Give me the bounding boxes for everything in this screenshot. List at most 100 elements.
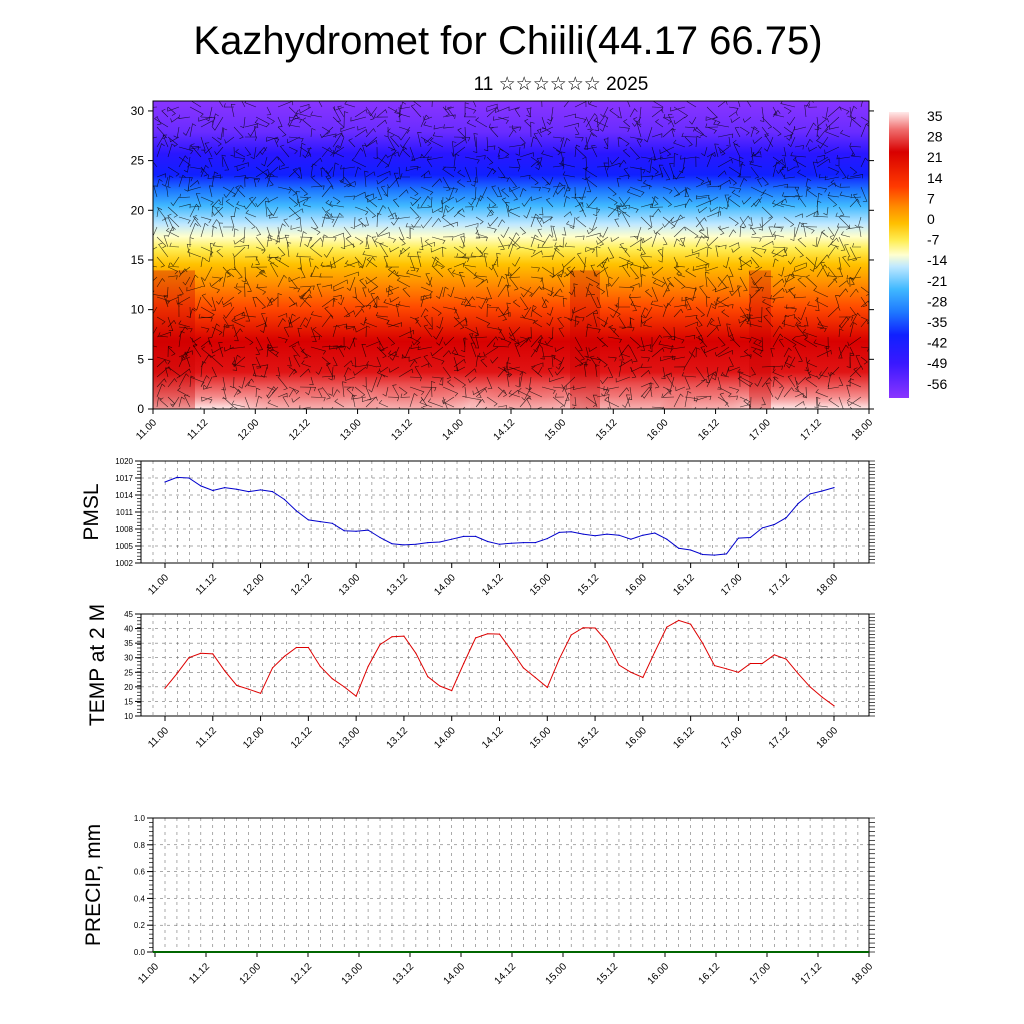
wind-barb bbox=[849, 352, 854, 368]
wind-barb bbox=[585, 133, 595, 148]
y-tick-label: 20 bbox=[124, 683, 133, 692]
wind-barb bbox=[441, 196, 455, 205]
wind-barb bbox=[530, 234, 539, 248]
x-tick-label: 16.12 bbox=[671, 725, 697, 751]
wind-barb bbox=[178, 350, 193, 358]
wind-barb bbox=[420, 363, 430, 368]
wind-barb bbox=[785, 286, 796, 294]
y-tick-label: 25 bbox=[124, 668, 133, 677]
wind-barb bbox=[493, 116, 510, 121]
wind-barb bbox=[783, 216, 795, 227]
wind-barb bbox=[233, 386, 241, 395]
wind-barb bbox=[617, 106, 622, 119]
wind-barb bbox=[732, 139, 741, 148]
wind-barb bbox=[398, 368, 414, 378]
wind-barb bbox=[773, 223, 785, 228]
x-tick-label: 18.00 bbox=[815, 572, 841, 598]
wind-barb bbox=[212, 116, 224, 131]
wind-barb bbox=[555, 186, 565, 195]
wind-barb bbox=[337, 136, 345, 148]
wind-barb bbox=[659, 146, 675, 154]
wind-barb bbox=[807, 301, 818, 308]
wind-barb bbox=[772, 365, 783, 370]
wind-barb bbox=[816, 326, 827, 333]
wind-barb bbox=[223, 186, 235, 199]
wind-barb bbox=[750, 224, 763, 230]
wind-barb bbox=[420, 396, 428, 407]
wind-barb bbox=[728, 276, 734, 292]
wind-barb bbox=[838, 328, 844, 338]
wind-barb bbox=[717, 244, 727, 250]
y-tick-label: 1014 bbox=[115, 491, 133, 500]
wind-barb bbox=[739, 306, 747, 318]
x-tick-label: 11.12 bbox=[187, 961, 212, 986]
wind-barb bbox=[277, 313, 288, 318]
wind-barb bbox=[649, 203, 664, 208]
wind-barb bbox=[592, 394, 598, 408]
y-tick-label: 35 bbox=[124, 639, 133, 648]
series-point bbox=[642, 676, 644, 679]
wind-barb bbox=[537, 243, 554, 249]
wind-barb bbox=[167, 175, 174, 188]
wind-barb bbox=[460, 300, 477, 308]
wind-barb bbox=[432, 264, 444, 278]
wind-barb bbox=[420, 286, 433, 295]
wind-barb bbox=[420, 114, 430, 128]
wind-barb bbox=[201, 266, 213, 282]
wind-barb bbox=[640, 363, 653, 368]
wind-barb bbox=[571, 186, 576, 199]
wind-barb bbox=[695, 126, 705, 137]
wind-barb bbox=[759, 106, 765, 122]
x-tick-label: 17.00 bbox=[719, 572, 745, 598]
wind-barb bbox=[464, 166, 472, 182]
wind-barb bbox=[354, 109, 368, 118]
wind-barb bbox=[224, 136, 235, 144]
wind-barb bbox=[731, 189, 741, 198]
wind-barb bbox=[376, 154, 389, 168]
wind-barb bbox=[673, 304, 688, 309]
wind-barb bbox=[321, 284, 333, 289]
wind-barb bbox=[813, 339, 829, 348]
wind-barb bbox=[235, 283, 246, 288]
wind-barb bbox=[176, 296, 191, 305]
wind-barb bbox=[222, 324, 229, 338]
wind-barb bbox=[209, 243, 215, 258]
wind-barb bbox=[541, 101, 543, 108]
wind-barb bbox=[277, 235, 290, 240]
wind-barb bbox=[301, 117, 312, 128]
wind-barb bbox=[233, 244, 250, 250]
wind-barb bbox=[231, 360, 246, 368]
wind-barb bbox=[530, 266, 540, 272]
wind-barb bbox=[623, 167, 631, 178]
series-point bbox=[343, 530, 345, 532]
wind-barb bbox=[339, 166, 345, 183]
wind-barb bbox=[802, 386, 807, 399]
wind-barb bbox=[728, 366, 741, 372]
wind-barb bbox=[387, 285, 394, 298]
wind-barb bbox=[433, 326, 444, 340]
wind-barb bbox=[309, 376, 314, 386]
wind-barb bbox=[247, 126, 257, 137]
wind-barb bbox=[829, 226, 840, 241]
series-point bbox=[606, 641, 608, 643]
wind-barb bbox=[459, 236, 466, 249]
wind-barb bbox=[497, 366, 513, 378]
series-point bbox=[534, 542, 536, 544]
wind-barb bbox=[711, 296, 719, 310]
colorbar-label: 14 bbox=[927, 170, 943, 186]
wind-barb bbox=[560, 160, 576, 168]
wind-barb bbox=[749, 160, 763, 168]
wind-barb bbox=[491, 264, 499, 278]
series-point bbox=[200, 485, 202, 487]
wind-barb bbox=[739, 177, 748, 188]
wind-barb bbox=[170, 256, 180, 267]
wind-barb bbox=[607, 306, 621, 318]
wind-barb bbox=[761, 206, 773, 219]
wind-barb bbox=[714, 346, 730, 357]
wind-barb bbox=[266, 386, 277, 398]
wind-barb bbox=[855, 355, 862, 368]
wind-barb bbox=[623, 119, 631, 128]
wind-barb bbox=[768, 226, 774, 238]
wind-barb bbox=[519, 395, 532, 408]
wind-barb bbox=[244, 146, 252, 156]
